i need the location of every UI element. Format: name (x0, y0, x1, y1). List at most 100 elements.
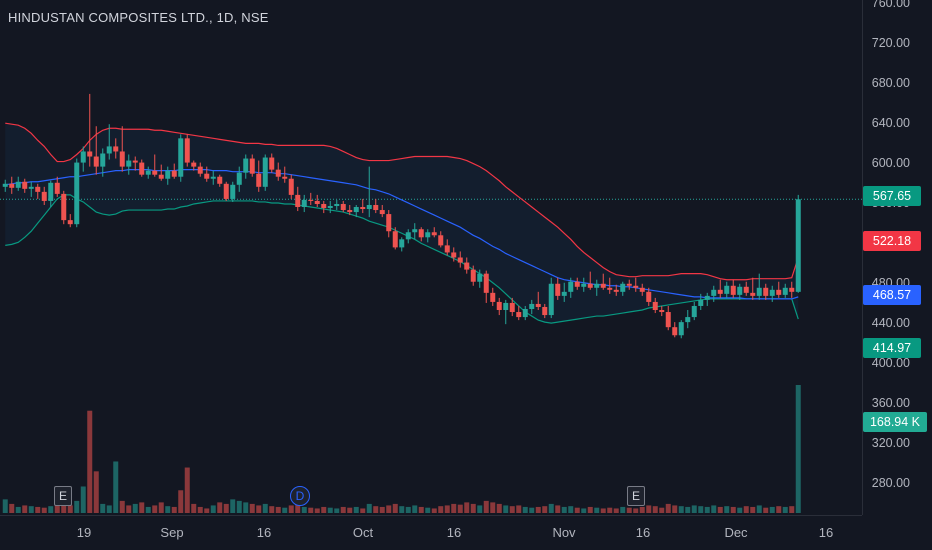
candle-body (574, 281, 580, 287)
volume-bar (256, 505, 262, 513)
candle-body (477, 273, 483, 282)
candle-body (269, 157, 275, 170)
volume-bar (15, 506, 21, 513)
candle-body (639, 287, 645, 292)
lower-band-line (5, 194, 799, 324)
volume-bar (100, 503, 106, 513)
volume-bar (412, 505, 418, 513)
candle-body (249, 158, 255, 174)
candle-body (15, 181, 21, 188)
candle-body (685, 317, 691, 323)
candle-body (756, 287, 762, 296)
volume-bar (613, 508, 619, 513)
volume-bar (652, 506, 658, 513)
candle-body (444, 245, 450, 253)
candle-body (366, 204, 372, 210)
candle-body (158, 174, 164, 179)
candle-body (620, 283, 626, 292)
volume-bar (438, 506, 444, 513)
time-tick: 16 (635, 525, 651, 540)
volume-bar (529, 507, 535, 513)
candle-body (360, 207, 366, 210)
volume-bar (535, 506, 541, 513)
time-tick: 16 (256, 525, 272, 540)
volume-bar (405, 506, 411, 513)
earnings-marker[interactable]: E (627, 486, 645, 506)
candle-body (373, 204, 379, 211)
volume-bar (685, 506, 691, 513)
candlestick-chart[interactable] (0, 0, 862, 515)
candle-body (633, 285, 639, 288)
volume-bar (217, 502, 223, 513)
volume-bar (503, 505, 509, 513)
candle-body (412, 229, 418, 233)
candle-body (724, 285, 730, 294)
candle-body (204, 173, 210, 179)
volume-bar (191, 503, 197, 513)
volume-bar (730, 506, 736, 513)
volume-bar (282, 507, 288, 513)
candle-body (80, 151, 86, 163)
volume-bar (41, 507, 47, 513)
candle-body (516, 312, 522, 318)
candle-body (405, 232, 411, 240)
volume-bar (360, 508, 366, 513)
price-axis[interactable]: 760.00 720.00 680.00 640.00 600.00 560.0… (862, 0, 932, 515)
volume-bar (48, 506, 54, 513)
candle-body (41, 191, 47, 201)
volume-bar (750, 506, 756, 513)
candle-body (581, 283, 587, 287)
candle-body (795, 199, 801, 292)
time-axis[interactable]: 19 Sep 16 Oct 16 Nov 16 Dec 16 (0, 515, 862, 550)
price-tick: 400.00 (871, 356, 910, 370)
basis-label: 468.57 (863, 285, 921, 305)
candle-body (438, 235, 444, 246)
candle-body (61, 193, 67, 221)
dividend-marker[interactable]: D (290, 486, 310, 506)
volume-bar (314, 508, 320, 513)
candle-body (470, 269, 476, 282)
candle-body (691, 305, 697, 318)
candle-body (457, 257, 463, 263)
chart-title: HINDUSTAN COMPOSITES LTD., 1D, NSE (8, 10, 269, 25)
volume-bar (795, 385, 801, 513)
candle-body (509, 302, 515, 313)
candle-body (542, 306, 548, 316)
volume-bar (678, 506, 684, 513)
candle-body (529, 303, 535, 309)
price-tick: 280.00 (871, 476, 910, 490)
volume-bar (717, 506, 723, 513)
candle-body (535, 303, 541, 307)
candle-body (178, 138, 184, 177)
chart-plot-area[interactable]: HINDUSTAN COMPOSITES LTD., 1D, NSE E D E (0, 0, 862, 515)
volume-bar (152, 505, 158, 513)
candle-body (776, 289, 782, 295)
volume-bar (548, 503, 554, 513)
candle-body (711, 289, 717, 296)
volume-bar (262, 503, 268, 513)
price-tick: 360.00 (871, 396, 910, 410)
time-tick: 16 (818, 525, 834, 540)
volume-bar (288, 505, 294, 513)
volume-bar (87, 410, 93, 513)
candle-body (191, 162, 197, 167)
volume-bar (418, 506, 424, 513)
candle-body (626, 283, 632, 286)
volume-bar (54, 503, 60, 513)
volume-bar (711, 505, 717, 513)
candle-body (379, 210, 385, 215)
candle-body (87, 151, 93, 157)
volume-bar (509, 506, 515, 513)
candle-body (698, 299, 704, 306)
volume-bar (236, 500, 242, 513)
candle-body (262, 157, 268, 187)
dividend-marker-label: D (295, 489, 305, 503)
candle-body (210, 176, 216, 179)
candle-body (139, 162, 145, 175)
price-tick: 720.00 (871, 36, 910, 50)
candle-body (769, 289, 775, 296)
candle-body (145, 170, 151, 175)
volume-bar (457, 504, 463, 513)
candle-body (464, 262, 470, 270)
earnings-marker[interactable]: E (54, 486, 72, 506)
